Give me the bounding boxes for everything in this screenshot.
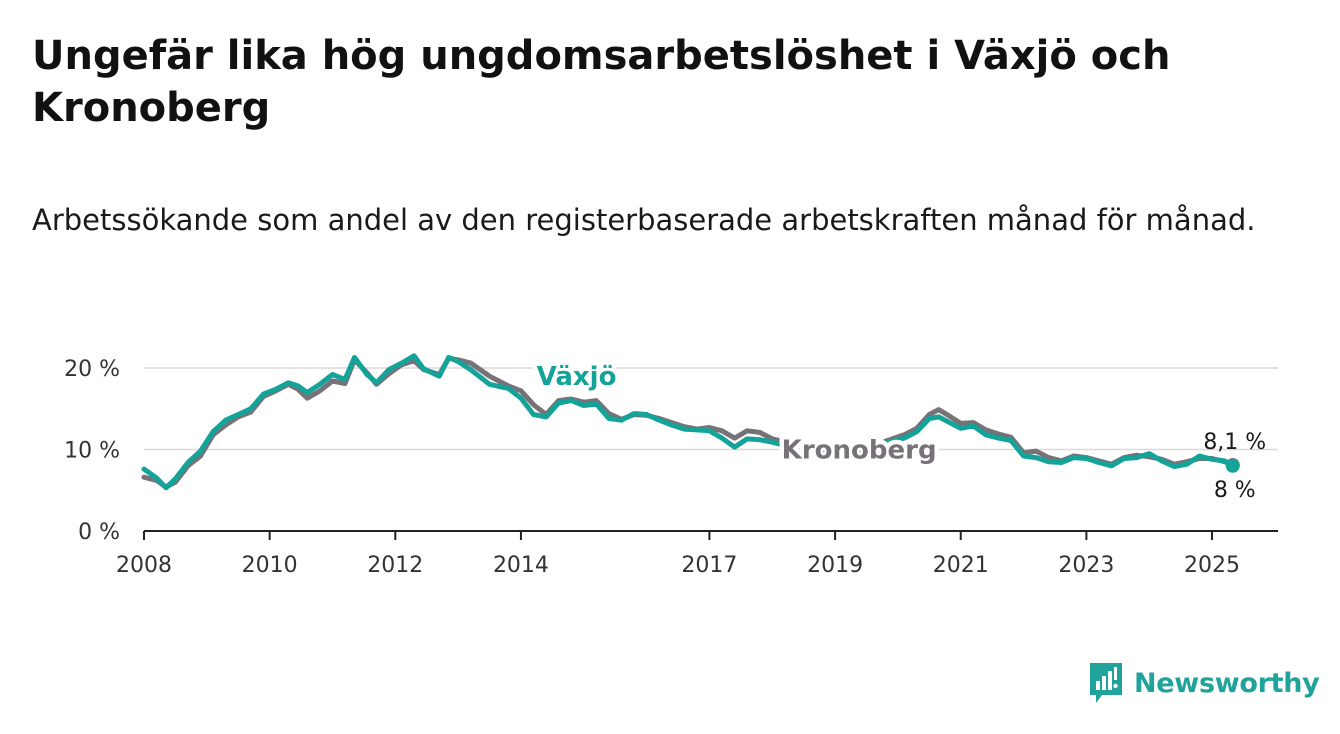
series-end-dot [1225, 458, 1240, 473]
series-line-kronoberg [141, 355, 1236, 490]
series-layer [141, 353, 1240, 491]
end-value-label: 8 % [1214, 478, 1256, 503]
x-tick-label: 2008 [116, 553, 172, 578]
brand-name: Newsworthy [1134, 667, 1320, 699]
x-tick-label: 2010 [242, 553, 298, 578]
y-tick-label: 20 % [64, 357, 120, 382]
series-label-halo: Kronoberg [782, 436, 937, 466]
grid-layer [144, 367, 1278, 451]
series-line-vxj [141, 353, 1236, 491]
page-title: Ungefär lika hög ungdomsarbetslöshet i V… [32, 33, 1171, 131]
x-tick-label: 2025 [1184, 553, 1240, 578]
axis-layer: 0 % 10 % 20 % 2008 2010 2012 2014 2017 2019 2021 2… [64, 357, 1278, 578]
x-tick-label: 2017 [681, 553, 737, 578]
y-tick-label: 10 % [64, 439, 120, 464]
newsworthy-icon [1090, 663, 1122, 703]
page-subtitle: Arbetssökande som andel av den registerb… [32, 203, 1256, 237]
x-tick-label: 2019 [807, 553, 863, 578]
series-label: Kronoberg [782, 436, 937, 466]
series-label: Växjö [537, 362, 617, 392]
x-tick-label: 2023 [1058, 553, 1114, 578]
x-tick-label: 2012 [367, 553, 423, 578]
brand-logo: Newsworthy [1088, 660, 1320, 706]
x-tick-label: 2014 [493, 553, 549, 578]
series-label-halo: Växjö [537, 362, 617, 392]
line-chart: 0 % 10 % 20 % 2008 2010 2012 2014 2017 2019 2021 2… [64, 353, 1278, 578]
end-value-label: 8,1 % [1203, 430, 1266, 455]
x-tick-label: 2021 [933, 553, 989, 578]
y-tick-label: 0 % [78, 520, 120, 545]
